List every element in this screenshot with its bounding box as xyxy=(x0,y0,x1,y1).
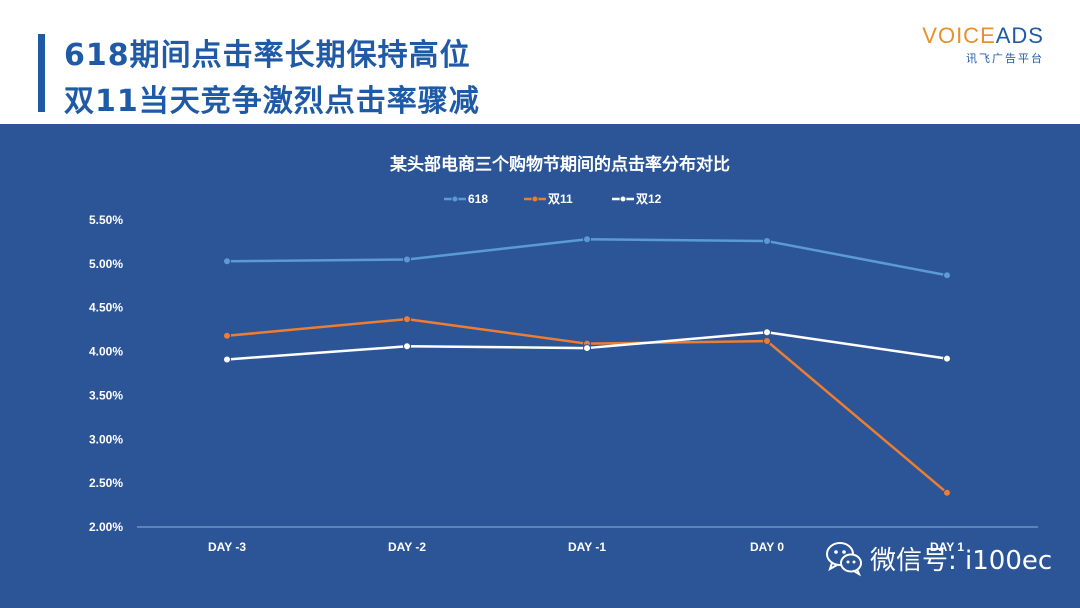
data-point xyxy=(223,257,231,266)
y-tick-label: 3.00% xyxy=(89,432,123,446)
y-tick-label: 5.00% xyxy=(89,257,123,271)
data-point xyxy=(763,328,771,337)
logo-voice: VOICE xyxy=(922,23,996,48)
legend-item: 双12 xyxy=(612,192,662,206)
y-axis: 2.00% 2.50% 3.00% 3.50% 4.00% 4.50% 5.00% 5.50% xyxy=(89,213,123,534)
x-tick-label: DAY -3 xyxy=(208,540,246,554)
legend-label: 双11 xyxy=(548,192,573,206)
data-point xyxy=(763,237,771,246)
y-tick-label: 5.50% xyxy=(89,213,123,227)
line-chart: 某头部电商三个购物节期间的点击率分布对比 618 双11 双12 2.00% 2.50… xyxy=(89,154,1038,554)
y-tick-label: 2.00% xyxy=(89,520,123,534)
data-point xyxy=(223,355,231,364)
data-point xyxy=(943,488,951,497)
legend-item: 双11 xyxy=(524,192,573,206)
chart-panel: 某头部电商三个购物节期间的点击率分布对比 618 双11 双12 2.00% 2.50… xyxy=(0,124,1080,608)
series-line xyxy=(226,238,948,277)
data-point xyxy=(943,354,951,363)
data-point xyxy=(223,331,231,340)
y-tick-label: 3.50% xyxy=(89,388,123,402)
legend-label: 618 xyxy=(468,192,488,206)
x-axis: DAY -3 DAY -2 DAY -1 DAY 0 DAY 1 xyxy=(208,540,964,554)
series-layer xyxy=(223,235,951,497)
data-point xyxy=(403,255,411,264)
y-tick-label: 4.00% xyxy=(89,345,123,359)
series-1 xyxy=(223,315,951,497)
y-tick-label: 2.50% xyxy=(89,476,123,490)
x-tick-label: DAY -1 xyxy=(568,540,606,554)
chart-title: 某头部电商三个购物节期间的点击率分布对比 xyxy=(390,154,730,175)
legend-label: 双12 xyxy=(636,192,662,206)
header: 618期间点击率长期保持高位 双11当天竞争激烈点击率骤减 VOICEADS 讯… xyxy=(0,0,1080,124)
series-0 xyxy=(223,235,951,280)
data-point xyxy=(403,342,411,351)
logo-subtitle: 讯飞广告平台 xyxy=(966,52,1044,65)
data-point xyxy=(583,344,591,353)
legend-swatch-marker xyxy=(531,195,539,203)
logo-ads: ADS xyxy=(995,23,1044,48)
series-2 xyxy=(223,328,951,364)
legend-swatch-marker xyxy=(451,195,459,203)
legend: 618 双11 双12 xyxy=(444,192,662,206)
data-point xyxy=(943,271,951,280)
legend-item: 618 xyxy=(444,192,488,206)
accent-bar xyxy=(38,34,45,112)
x-tick-label: DAY 1 xyxy=(930,540,964,554)
logo-wordmark: VOICEADS xyxy=(922,24,1044,48)
headline-line-1: 618期间点击率长期保持高位 xyxy=(64,38,471,73)
wechat-watermark: 微信号: i100ec xyxy=(824,538,1052,578)
data-point xyxy=(583,235,591,244)
data-point xyxy=(763,337,771,346)
data-point xyxy=(403,315,411,324)
wechat-icon xyxy=(826,542,862,577)
x-tick-label: DAY -2 xyxy=(388,540,426,554)
legend-swatch-marker xyxy=(619,195,627,203)
x-tick-label: DAY 0 xyxy=(750,540,784,554)
y-tick-label: 4.50% xyxy=(89,301,123,315)
watermark-text: 微信号: i100ec xyxy=(870,545,1053,576)
voiceads-logo: VOICEADS 讯飞广告平台 xyxy=(922,24,1044,66)
headline-line-2: 双11当天竞争激烈点击率骤减 xyxy=(64,84,480,119)
